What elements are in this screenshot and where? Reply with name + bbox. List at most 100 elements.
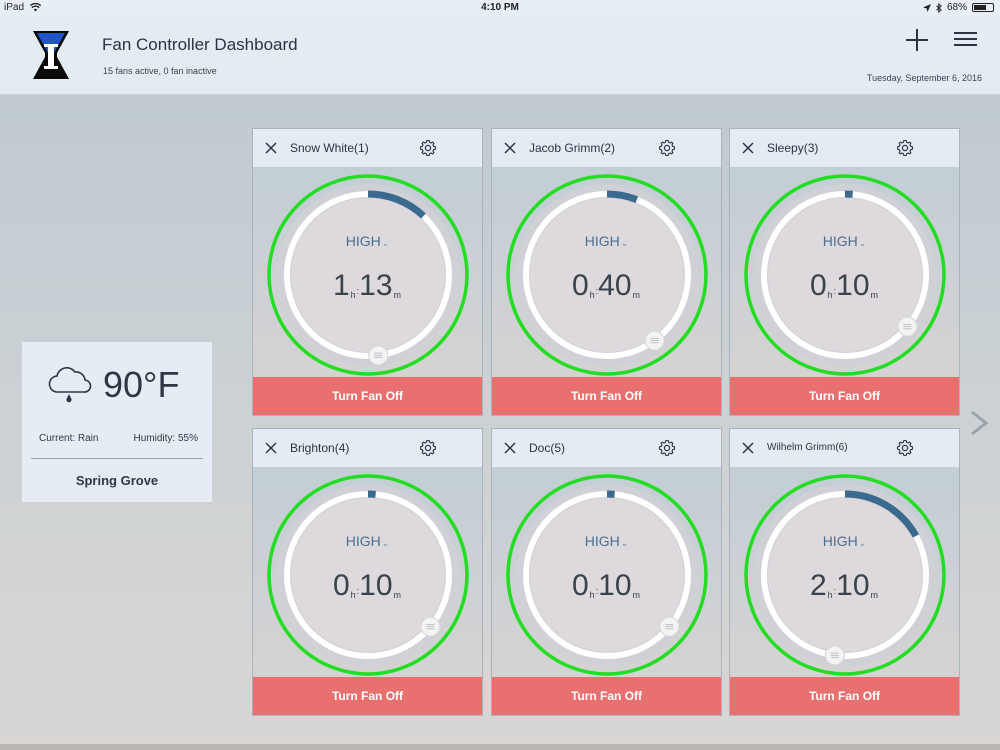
minutes-unit: m [632,590,641,600]
logo-icon [33,31,69,79]
active-ring [506,174,708,376]
mode-dropdown[interactable]: HIGH⌄ [730,233,959,249]
timer-dial[interactable] [505,173,709,377]
turn-fan-off-button[interactable]: Turn Fan Off [730,677,959,715]
close-icon[interactable] [502,140,518,156]
fan-name: Doc(5) [529,441,566,455]
minutes-unit: m [632,290,641,300]
mode-label: HIGH [584,533,620,549]
add-icon[interactable] [903,26,931,54]
gear-icon[interactable] [658,439,676,457]
time-separator: : [833,286,837,296]
hours-unit: h [827,590,833,600]
mode-label: HIGH [584,233,620,249]
minutes-unit: m [393,290,402,300]
divider [31,458,203,459]
app-header: Fan Controller Dashboard 15 fans active,… [0,16,1000,95]
dial-face [530,498,684,652]
timer-readout: 2h:10m [730,569,959,603]
dial-face [530,198,684,352]
timer-readout: 1h:13m [253,269,482,303]
fan-name: Snow White(1) [290,141,369,155]
time-separator: : [595,286,599,296]
fan-card: Jacob Grimm(2) HIGH⌄ 0h:40m Turn Fan Off [491,128,722,416]
active-ring [744,474,946,676]
close-icon[interactable] [263,140,279,156]
fan-card-header: Jacob Grimm(2) [492,129,721,167]
turn-fan-off-button[interactable]: Turn Fan Off [253,677,482,715]
timer-readout: 0h:10m [730,269,959,303]
status-bar: iPad 4:10 PM 68% [0,0,1000,16]
time-separator: : [356,586,360,596]
weather-card: 90°F Current: Rain Humidity: 55% Spring … [22,342,212,502]
humidity: Humidity: 55% [133,433,198,444]
mode-label: HIGH [822,533,858,549]
timer-dial[interactable] [743,173,947,377]
turn-fan-off-button[interactable]: Turn Fan Off [730,377,959,415]
timer-dial[interactable] [266,173,470,377]
fan-card: Wilhelm Grimm(6) HIGH⌄ 2h:10m Turn Fan O… [729,428,960,716]
timer-hours: 0 [332,569,350,602]
timer-dial[interactable] [266,473,470,677]
timer-readout: 0h:40m [492,269,721,303]
progress-arc [367,190,426,219]
mode-dropdown[interactable]: HIGH⌄ [492,533,721,549]
gear-icon[interactable] [658,139,676,157]
timer-hours: 0 [571,269,589,302]
fan-card-header: Snow White(1) [253,129,482,167]
timer-dial[interactable] [505,473,709,677]
active-ring [267,174,469,376]
gear-icon[interactable] [419,439,437,457]
next-page-arrow-icon[interactable] [968,409,990,437]
gear-icon[interactable] [419,139,437,157]
weather-condition: Current: Rain [39,433,99,444]
gear-icon[interactable] [896,139,914,157]
close-icon[interactable] [740,140,756,156]
hours-unit: h [350,590,356,600]
chevron-down-icon: ⌄ [620,538,629,548]
bluetooth-icon [936,2,942,13]
turn-fan-off-button[interactable]: Turn Fan Off [492,677,721,715]
dial-face [291,498,445,652]
battery-percent: 68% [946,2,967,13]
time-separator: : [833,586,837,596]
fan-card: Sleepy(3) HIGH⌄ 0h:10m Turn Fan Off [729,128,960,416]
minutes-unit: m [870,590,879,600]
mode-dropdown[interactable]: HIGH⌄ [253,233,482,249]
hours-unit: h [827,290,833,300]
time-separator: : [356,286,360,296]
timer-minutes: 13 [359,269,393,302]
hours-unit: h [350,290,356,300]
timer-readout: 0h:10m [253,569,482,603]
mode-dropdown[interactable]: HIGH⌄ [730,533,959,549]
menu-icon[interactable] [952,26,980,54]
close-icon[interactable] [502,440,518,456]
fan-card: Brighton(4) HIGH⌄ 0h:10m Turn Fan Off [252,428,483,716]
current-date: Tuesday, September 6, 2016 [866,73,982,83]
mode-dropdown[interactable]: HIGH⌄ [253,533,482,549]
chevron-down-icon: ⌄ [381,238,390,248]
timer-minutes: 10 [836,569,870,602]
chevron-down-icon: ⌄ [620,238,629,248]
hours-unit: h [589,290,595,300]
chevron-down-icon: ⌄ [381,538,390,548]
timer-minutes: 10 [598,569,632,602]
mode-label: HIGH [822,233,858,249]
turn-fan-off-button[interactable]: Turn Fan Off [492,377,721,415]
close-icon[interactable] [740,440,756,456]
turn-fan-off-button[interactable]: Turn Fan Off [253,377,482,415]
mode-dropdown[interactable]: HIGH⌄ [492,233,721,249]
dial-face [768,498,922,652]
dial-face [768,198,922,352]
status-time: 4:10 PM [481,2,519,13]
timer-hours: 0 [809,269,827,302]
active-ring [506,474,708,676]
fan-name: Brighton(4) [290,441,350,455]
close-icon[interactable] [263,440,279,456]
gear-icon[interactable] [896,439,914,457]
minutes-unit: m [870,290,879,300]
progress-arc [844,490,920,538]
fan-name: Jacob Grimm(2) [529,141,616,155]
fan-status-summary: 15 fans active, 0 fan inactive [103,66,217,76]
timer-dial[interactable] [743,473,947,677]
